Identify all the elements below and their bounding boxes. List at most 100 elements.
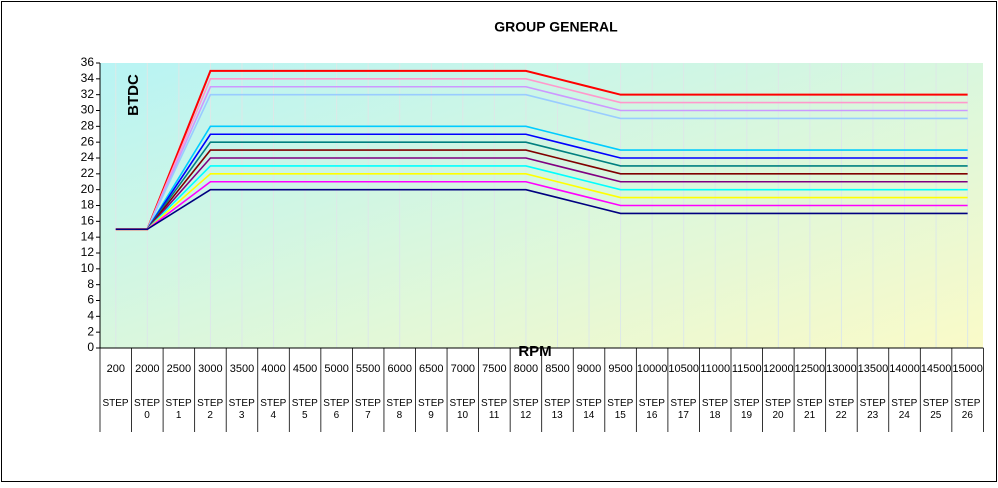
y-tick-label: 24 — [81, 150, 95, 164]
step-cell: STEP 19 — [733, 398, 760, 421]
y-tick-label: 30 — [81, 103, 95, 117]
y-tick-label: 22 — [81, 166, 95, 180]
step-label: STEP 8 — [386, 398, 413, 421]
chart-title: GROUP GENERAL — [494, 19, 618, 35]
y-tick-label: 28 — [81, 119, 95, 133]
y-tick-label: 0 — [87, 340, 94, 354]
step-cell: STEP 12 — [512, 398, 539, 421]
x-tick-label: 200 — [107, 363, 125, 375]
step-cell: STEP 17 — [670, 398, 697, 421]
step-cell: STEP 25 — [922, 398, 949, 421]
x-tick-label: 10500 — [668, 363, 699, 375]
x-tick-label: 8500 — [545, 363, 569, 375]
x-tick-label: 9000 — [577, 363, 601, 375]
x-tick-label: 10000 — [637, 363, 668, 375]
x-tick-label: 13000 — [826, 363, 857, 375]
x-tick-label: 12000 — [763, 363, 794, 375]
series-line — [115, 125, 968, 231]
step-cell: STEP 22 — [828, 398, 855, 421]
step-cell: STEP 16 — [639, 398, 665, 421]
step-cell: STEP 3 — [228, 398, 255, 421]
x-tick-label: 13500 — [858, 363, 889, 375]
x-tick-label: 9500 — [608, 363, 632, 375]
step-label: STEP 2 — [197, 398, 224, 421]
x-tick-label: 7500 — [482, 363, 506, 375]
x-tick-label: 14500 — [921, 363, 952, 375]
x-tick-label: 2000 — [135, 363, 159, 375]
step-cell: STEP 10 — [449, 398, 475, 421]
y-tick-label: 2 — [87, 324, 94, 338]
y-tick-label: 18 — [81, 198, 95, 212]
series-line — [115, 149, 968, 231]
x-tick-label: 15000 — [952, 363, 983, 375]
step-label: STEP — [102, 398, 129, 409]
step-label: STEP 22 — [828, 398, 855, 421]
x-tick-label: 4000 — [261, 363, 285, 375]
step-label: STEP 21 — [796, 398, 823, 421]
step-cell: STEP — [102, 398, 129, 409]
step-cell: STEP 9 — [418, 398, 444, 421]
x-tick-label: 12500 — [795, 363, 826, 375]
step-cell: STEP 24 — [891, 398, 917, 421]
y-tick-label: 4 — [87, 309, 94, 323]
y-tick-label: 36 — [81, 55, 95, 69]
step-cell: STEP 11 — [481, 398, 507, 421]
series-line — [115, 188, 968, 231]
step-label: STEP 13 — [544, 398, 571, 421]
step-label: STEP 6 — [323, 398, 350, 421]
step-label: STEP 18 — [701, 398, 728, 421]
step-cell: STEP 18 — [701, 398, 728, 421]
x-tick-label: 6000 — [387, 363, 411, 375]
step-cell: STEP 1 — [165, 398, 192, 421]
step-label: STEP 15 — [607, 398, 634, 421]
step-cell: STEP 21 — [796, 398, 823, 421]
x-tick-label: 6500 — [419, 363, 443, 375]
step-label: STEP 14 — [575, 398, 602, 421]
x-tick-label: 5500 — [356, 363, 380, 375]
series-line — [115, 93, 968, 231]
step-label: STEP 1 — [165, 398, 192, 421]
step-label: STEP 19 — [733, 398, 760, 421]
step-cell: STEP 15 — [607, 398, 634, 421]
y-tick-label: 34 — [81, 71, 95, 85]
series-line — [115, 157, 968, 231]
x-tick-label: 14000 — [889, 363, 920, 375]
x-tick-label: 4500 — [293, 363, 317, 375]
step-cell: STEP 7 — [354, 398, 381, 421]
series-line — [115, 69, 968, 231]
y-tick-label: 12 — [81, 245, 95, 259]
step-label: STEP 3 — [228, 398, 255, 421]
y-tick-label: 32 — [81, 87, 95, 101]
series-line — [115, 85, 968, 231]
step-cell: STEP 0 — [133, 398, 161, 421]
step-label: STEP 17 — [670, 398, 697, 421]
step-label: STEP 23 — [859, 398, 886, 421]
y-tick-label: 14 — [81, 229, 95, 243]
series-line — [115, 180, 968, 231]
step-cell: STEP 26 — [954, 398, 980, 421]
step-label: STEP 0 — [133, 398, 161, 421]
series-line — [115, 78, 968, 231]
step-cell: STEP 23 — [859, 398, 886, 421]
y-axis-label: BTDC — [125, 74, 142, 116]
y-tick-label: 6 — [87, 293, 94, 307]
step-label: STEP 12 — [512, 398, 539, 421]
series-line — [115, 141, 968, 231]
series-line — [115, 133, 968, 231]
step-label: STEP 20 — [764, 398, 792, 421]
step-label: STEP 25 — [922, 398, 949, 421]
step-cell: STEP 8 — [386, 398, 413, 421]
step-cell: STEP 6 — [323, 398, 350, 421]
x-tick-label: 3500 — [230, 363, 254, 375]
x-tick-label: 3000 — [198, 363, 222, 375]
x-tick-label: 8000 — [514, 363, 538, 375]
step-label: STEP 7 — [354, 398, 381, 421]
y-tick-label: 16 — [81, 214, 95, 228]
x-tick-label: 5000 — [324, 363, 348, 375]
step-cell: STEP 4 — [260, 398, 286, 421]
x-tick-label: 11500 — [732, 363, 762, 375]
y-tick-label: 8 — [87, 277, 94, 291]
step-cell: STEP 20 — [764, 398, 792, 421]
x-tick-label: 2500 — [167, 363, 191, 375]
